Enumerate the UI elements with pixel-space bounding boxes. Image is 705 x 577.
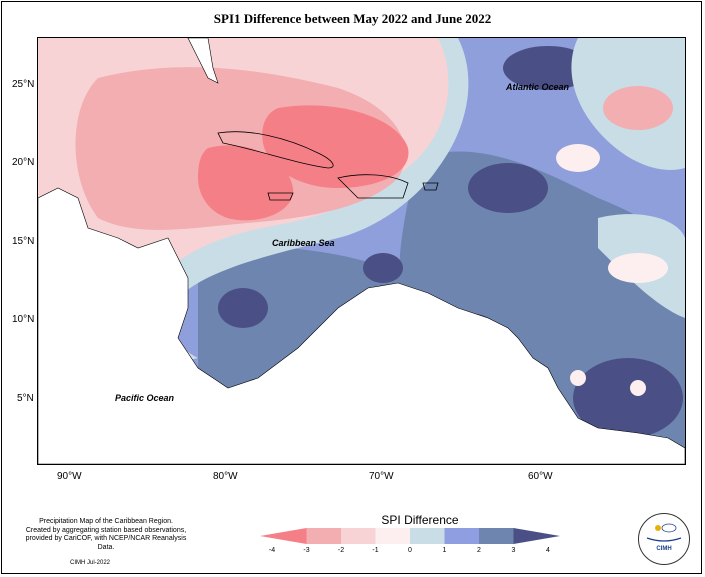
- field-level-3-b: [503, 46, 593, 90]
- footnote-line-3: provided by CariCOF, with NCEP/NCAR Rean…: [25, 535, 187, 551]
- field-level-3-a: [468, 163, 548, 213]
- legend-tick-label: -2: [337, 547, 345, 554]
- legend-swatch: [479, 528, 514, 544]
- legend-swatch: [444, 528, 479, 544]
- legend-tick-label: 0: [408, 547, 412, 554]
- field-level-3-d: [218, 288, 268, 328]
- legend-tick-label: -4: [268, 547, 276, 554]
- lat-tick-5n: 5°N: [17, 393, 34, 404]
- legend-swatch: [341, 528, 376, 544]
- field-level-m3-north: [262, 105, 409, 188]
- legend-colorbar: [260, 528, 560, 544]
- land-puerto-rico: [422, 182, 439, 191]
- legend-swatch: [410, 528, 445, 544]
- field-level-m1-e: [608, 253, 668, 283]
- legend-title: SPI Difference: [381, 513, 459, 527]
- footnote: Precipitation Map of the Caribbean Regio…: [18, 518, 194, 552]
- footnote-line-2: Created by aggregating station based obs…: [25, 526, 187, 534]
- field-level-m1-guyana-b: [630, 380, 646, 396]
- land-cuba: [217, 131, 334, 169]
- lat-tick-25n: 25°N: [12, 79, 35, 90]
- lat-tick-20n: 20°N: [12, 157, 35, 168]
- lon-tick-90w: 90°W: [57, 471, 82, 482]
- land-jamaica: [267, 192, 294, 201]
- field-level-m1-ne: [556, 144, 600, 172]
- cimh-logo: CIMH: [638, 513, 690, 565]
- map-title: SPI1 Difference between May 2022 and Jun…: [213, 11, 492, 26]
- spi-map: [37, 37, 686, 465]
- legend-tick-label: 4: [546, 547, 550, 554]
- lon-tick-70w: 70°W: [369, 471, 394, 482]
- lat-tick-10n: 10°N: [12, 314, 35, 325]
- lon-tick-80w: 80°W: [213, 471, 238, 482]
- credit: CIMH Jul-2022: [70, 560, 111, 566]
- legend-swatch: [513, 528, 560, 544]
- land-florida: [187, 38, 219, 84]
- legend-tick-label: -3: [303, 547, 310, 554]
- land-hispaniola: [337, 174, 409, 199]
- logo-text: CIMH: [656, 546, 672, 552]
- label-pacific-ocean: Pacific Ocean: [115, 393, 175, 403]
- label-atlantic-ocean: Atlantic Ocean: [506, 82, 570, 92]
- legend-tick-label: 1: [442, 547, 447, 554]
- field-level-m2-ne: [603, 86, 673, 130]
- field-level-m1-guyana-a: [570, 370, 586, 386]
- legend-swatch: [375, 528, 410, 544]
- lat-tick-15n: 15°N: [12, 236, 35, 247]
- legend-tick-label: 2: [477, 547, 481, 554]
- legend-swatch: [260, 528, 307, 544]
- map-canvas: [38, 38, 685, 464]
- field-level-3-e: [363, 253, 403, 283]
- land-mainland: [38, 187, 685, 464]
- legend-tick-label: 3: [511, 547, 516, 554]
- legend-tick-label: -1: [372, 547, 379, 554]
- field-level-m3-west: [198, 145, 294, 221]
- sun-cloud-icon: [646, 523, 682, 542]
- label-caribbean-sea: Caribbean Sea: [272, 238, 335, 248]
- legend-swatch: [306, 528, 341, 544]
- lon-tick-60w: 60°W: [528, 471, 553, 482]
- footnote-line-1: Precipitation Map of the Caribbean Regio…: [39, 518, 173, 525]
- field-level-3-c: [573, 358, 683, 438]
